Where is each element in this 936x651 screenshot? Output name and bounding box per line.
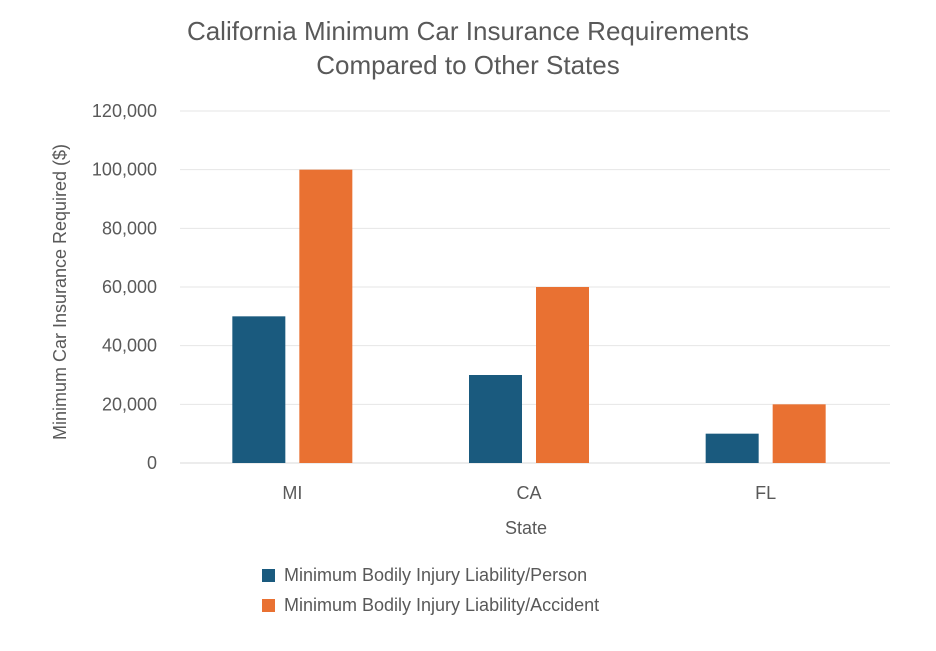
y-tick-label: 40,000 xyxy=(102,336,157,356)
x-tick-label: CA xyxy=(516,483,541,503)
bar-mi-person xyxy=(232,316,286,463)
legend-item-person: Minimum Bodily Injury Liability/Person xyxy=(262,560,599,590)
bar-fl-accident xyxy=(772,404,826,463)
bar-chart-plot: 020,00040,00060,00080,000100,000120,000 … xyxy=(50,101,890,538)
bar-fl-person xyxy=(705,433,759,463)
legend: Minimum Bodily Injury Liability/Person M… xyxy=(262,560,599,620)
chart-title-line-1: California Minimum Car Insurance Require… xyxy=(186,16,750,46)
bar-mi-accident xyxy=(299,169,353,463)
y-tick-label: 60,000 xyxy=(102,277,157,297)
y-tick-label: 120,000 xyxy=(92,101,157,121)
legend-swatch-accident xyxy=(262,598,275,612)
bar-ca-person xyxy=(469,375,522,463)
x-axis-title: State xyxy=(505,518,547,538)
chart-title: California Minimum Car Insurance Require… xyxy=(0,14,936,82)
legend-item-accident: Minimum Bodily Injury Liability/Accident xyxy=(262,590,599,620)
x-tick-label: MI xyxy=(282,483,302,503)
x-tick-label: FL xyxy=(755,483,776,503)
y-tick-label: 20,000 xyxy=(102,394,157,414)
y-tick-label: 0 xyxy=(147,453,157,473)
legend-label-person: Minimum Bodily Injury Liability/Person xyxy=(284,564,588,585)
legend-swatch-person xyxy=(262,568,275,582)
legend-label-accident: Minimum Bodily Injury Liability/Accident xyxy=(284,594,600,615)
y-axis-title: Minimum Car Insurance Required ($) xyxy=(50,144,70,440)
bar-ca-accident xyxy=(536,287,589,463)
y-tick-label: 80,000 xyxy=(102,218,157,238)
chart-title-line-2: Compared to Other States xyxy=(316,50,620,80)
y-tick-label: 100,000 xyxy=(92,160,157,180)
